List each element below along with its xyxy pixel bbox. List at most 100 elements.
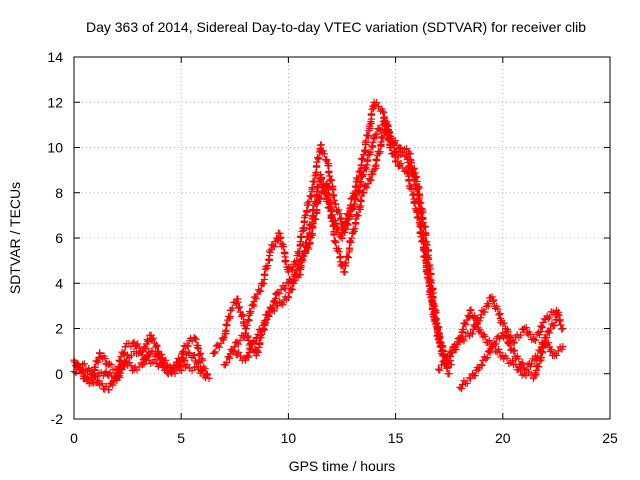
data-point [476, 326, 484, 334]
data-point [83, 374, 91, 382]
data-point [456, 333, 464, 342]
data-point [254, 348, 262, 356]
y-tick-label: 10 [47, 140, 63, 156]
data-point [379, 134, 387, 142]
data-point [334, 245, 343, 253]
data-point [355, 188, 363, 196]
data-point [445, 370, 453, 378]
data-point [415, 200, 423, 208]
data-point [247, 345, 255, 353]
data-point [319, 147, 327, 155]
data-point [410, 164, 419, 172]
data-point [235, 304, 243, 312]
data-point [427, 293, 436, 301]
data-point [538, 349, 547, 357]
data-point [348, 234, 356, 242]
data-point [239, 312, 247, 320]
data-point [505, 337, 513, 346]
data-point [323, 197, 332, 206]
data-point [314, 184, 322, 192]
data-point [254, 330, 262, 338]
data-point [101, 354, 109, 363]
data-point [320, 180, 328, 188]
y-tick-label: -2 [51, 411, 64, 427]
data-point [416, 205, 424, 213]
data-point [496, 348, 504, 356]
ticks: 0 5 10 15 20 25 -2 0 2 4 6 8 10 12 14 [47, 49, 618, 446]
data-point [243, 321, 251, 329]
data-point [437, 341, 445, 349]
data-point [315, 154, 323, 162]
data-point [351, 225, 359, 233]
data-point [241, 329, 250, 337]
data-point [471, 372, 479, 380]
data-point [184, 342, 192, 350]
data-point [325, 172, 333, 180]
data-point [417, 214, 426, 222]
data-point [284, 293, 293, 302]
y-tick-label: 14 [47, 49, 63, 65]
data-point [302, 239, 310, 247]
data-point [320, 150, 329, 158]
data-point [334, 224, 342, 232]
data-point [287, 286, 295, 294]
data-point [363, 131, 372, 140]
data-point [353, 212, 361, 220]
data-point [481, 332, 489, 340]
data-point [367, 176, 375, 184]
data-point [364, 132, 372, 140]
data-point [90, 373, 99, 381]
data-point [509, 338, 518, 346]
data-point [554, 347, 562, 355]
data-point [105, 386, 113, 394]
data-point [490, 342, 498, 350]
data-point [326, 203, 334, 211]
data-point [506, 341, 514, 349]
data-point [234, 340, 242, 348]
data-point [242, 325, 250, 333]
data-point [252, 295, 260, 303]
data-point [318, 175, 326, 183]
data-point [331, 238, 340, 246]
data-point [421, 248, 429, 256]
data-point [376, 148, 384, 156]
series-sat-track-7 [456, 315, 561, 393]
data-point [314, 155, 322, 163]
data-point [336, 210, 344, 218]
data-point [330, 191, 338, 199]
data-point [301, 211, 310, 219]
data-point [552, 351, 561, 359]
data-point [483, 354, 491, 362]
data-point [135, 344, 143, 352]
data-point [338, 234, 346, 242]
data-point [536, 327, 544, 336]
data-point [535, 363, 543, 371]
data-point [115, 369, 123, 377]
data-point [481, 308, 489, 316]
x-tick-label: 20 [495, 430, 511, 446]
data-point [345, 244, 354, 252]
data-point [270, 243, 278, 251]
data-point [317, 141, 325, 149]
y-tick-label: 12 [47, 94, 63, 110]
data-point [127, 352, 136, 360]
data-point [199, 356, 207, 364]
data-point [155, 350, 163, 358]
data-point [393, 157, 401, 165]
data-point [538, 324, 546, 332]
data-point [192, 335, 200, 343]
data-point [526, 330, 534, 338]
data-point [463, 379, 471, 387]
data-point [320, 184, 329, 192]
data-point [500, 319, 508, 327]
data-point [413, 186, 421, 194]
data-point [165, 363, 173, 371]
data-point [545, 329, 553, 337]
data-point [196, 350, 204, 359]
data-point [303, 207, 311, 215]
data-point [288, 285, 296, 293]
data-point [284, 268, 292, 276]
data-point [211, 348, 219, 356]
data-point [356, 187, 364, 195]
data-point [472, 314, 480, 323]
